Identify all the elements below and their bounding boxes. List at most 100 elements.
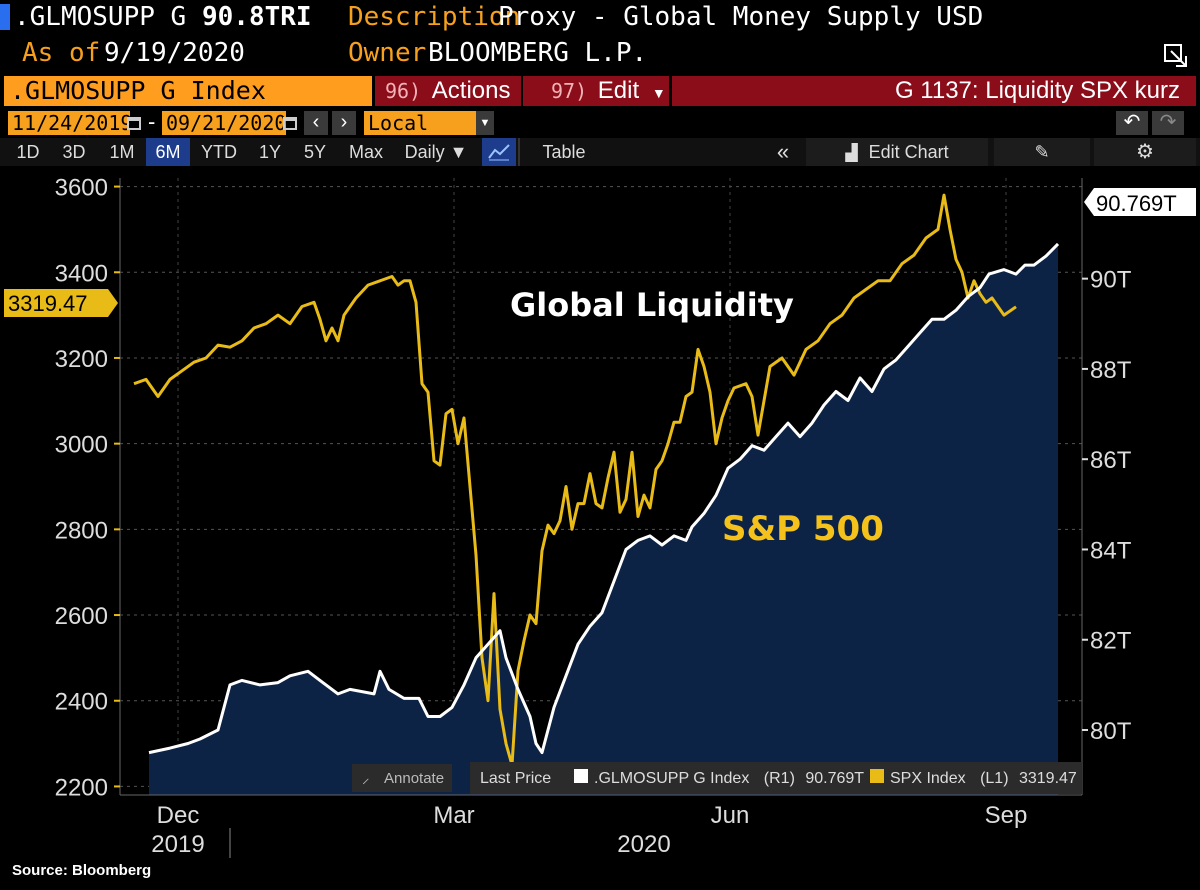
collapse-icon[interactable]: « [776, 139, 790, 164]
left-tick-label: 2600 [55, 603, 108, 630]
actions-shortcut: 96) [385, 79, 422, 103]
next-period-button[interactable]: › [332, 111, 356, 135]
ticker-marker [0, 4, 10, 30]
pencil-icon[interactable]: ✎ [994, 138, 1090, 166]
liquidity-annotation: Global Liquidity [510, 286, 794, 324]
currency-select[interactable]: Local CCY [364, 111, 480, 159]
source-note: Source: Bloomberg [12, 862, 152, 879]
x-tick-label: Dec [157, 802, 200, 829]
range-1y[interactable]: 1Y [258, 142, 282, 162]
left-tick-label: 3200 [55, 346, 108, 373]
x-year-label: 2020 [617, 831, 670, 858]
legend-spx-entry: SPX Index (L1) 3319.47 [890, 770, 1077, 787]
legend-liquidity-entry: .GLMOSUPP G Index (R1) 90.769T [594, 770, 864, 787]
range-bar: 1D 3D 1M 6M YTD 1Y 5Y Max Daily ▼ Table … [0, 138, 1200, 166]
series-lines [133, 193, 1060, 767]
range-max[interactable]: Max [348, 142, 383, 162]
period-select[interactable]: Daily ▼ [404, 142, 468, 162]
pencil-icon: ⸝ [362, 770, 370, 787]
legend-liquidity-side: (R1) [764, 770, 795, 787]
range-6m[interactable]: 6M [146, 138, 190, 166]
annotate-label: Annotate [384, 770, 444, 787]
start-date-input[interactable]: 11/24/2019 [8, 111, 132, 135]
right-tick-label: 86T [1090, 447, 1132, 474]
actions-label: Actions [431, 77, 511, 104]
legend-spx-last: 3319.47 [1019, 770, 1077, 787]
range-1d[interactable]: 1D [16, 142, 40, 162]
left-axis-ticks: 2200 2400 2600 2800 3000 3200 3400 3600 [55, 175, 120, 801]
asof-value: 9/19/2020 [104, 38, 245, 68]
chart-bars-icon: ▟ [845, 145, 858, 162]
redo-icon[interactable]: ↷ [1152, 111, 1184, 135]
legend-liquidity-swatch [574, 769, 588, 783]
actions-button[interactable]: 96) Actions ▼ [375, 76, 521, 131]
x-year-label: 2019 [151, 831, 204, 858]
left-tick-label: 2400 [55, 689, 108, 716]
resize-icon[interactable] [1162, 42, 1192, 70]
calendar-icon[interactable] [126, 113, 142, 133]
spx-last-value: 3319.47 [8, 291, 88, 316]
command-bar: .GLMOSUPP G Index 96) Actions ▼ 97) Edit… [0, 76, 1200, 131]
range-5y[interactable]: 5Y [303, 142, 327, 162]
spx-line [133, 193, 1017, 767]
edit-button[interactable]: 97) Edit ▼ [523, 76, 669, 106]
annotate-button[interactable]: ⸝ Annotate [352, 764, 452, 792]
left-tick-label: 2800 [55, 517, 108, 544]
axes [119, 178, 1083, 796]
chevron-down-icon: ▼ [651, 85, 666, 101]
legend-liquidity-last: 90.769T [805, 770, 864, 787]
right-axis-ticks: 80T 82T 84T 86T 88T 90T [1082, 267, 1132, 745]
legend-title: Last Price [480, 770, 551, 787]
edit-chart-button[interactable]: ▟ Edit Chart [806, 138, 988, 166]
ticker: .GLMOSUPP G [14, 2, 187, 32]
left-tick-label: 2200 [55, 774, 108, 801]
x-tick-label: Jun [711, 802, 750, 829]
range-3d[interactable]: 3D [62, 142, 86, 162]
liquidity-line [148, 242, 1060, 755]
spx-annotation: S&P 500 [722, 509, 884, 549]
table-button[interactable]: Table [542, 142, 586, 162]
liquidity-last-value: 90.769T [1096, 191, 1177, 216]
date-bar: 11/24/2019 - 09/21/2020 ‹ › Local CCY ▼ … [0, 109, 1200, 159]
asof-label: As of [22, 38, 101, 68]
left-tick-label: 3000 [55, 432, 108, 459]
chart-title: G 1137: Liquidity SPX kurz [672, 76, 1196, 106]
liquidity-area-layer [149, 243, 1058, 795]
right-tick-label: 90T [1090, 267, 1132, 294]
edit-shortcut: 97) [551, 79, 588, 103]
ticker-value: 90.8TRI [202, 2, 312, 32]
right-tick-label: 84T [1090, 537, 1132, 564]
calendar-icon[interactable] [282, 113, 298, 133]
owner-label: Owner [348, 38, 427, 68]
liquidity-area [149, 243, 1058, 795]
description-label: Description [348, 2, 521, 32]
x-tick-label: Mar [433, 802, 474, 829]
left-tick-label: 3400 [55, 260, 108, 287]
divider [518, 138, 520, 166]
range-1m[interactable]: 1M [109, 142, 135, 162]
description-value: Proxy - Global Money Supply USD [498, 2, 984, 32]
end-date-input[interactable]: 09/21/2020 [162, 111, 286, 135]
undo-icon[interactable]: ↶ [1116, 111, 1148, 135]
gear-icon[interactable]: ⚙ [1094, 138, 1196, 166]
legend: Last Price .GLMOSUPP G Index (R1) 90.769… [470, 762, 1082, 794]
range-ytd[interactable]: YTD [201, 142, 237, 162]
edit-label: Edit [597, 77, 640, 104]
line-chart-icon[interactable] [482, 138, 516, 166]
security-input[interactable]: .GLMOSUPP G Index [4, 76, 372, 106]
liquidity-last-label: 90.769T [1084, 188, 1196, 216]
legend-spx-side: (L1) [980, 770, 1008, 787]
x-tick-label: Sep [985, 802, 1028, 829]
legend-spx-swatch [870, 769, 884, 783]
owner-value: BLOOMBERG L.P. [428, 38, 648, 68]
left-tick-label: 3600 [55, 175, 108, 202]
legend-liquidity-name: .GLMOSUPP G Index [594, 770, 749, 787]
right-tick-label: 88T [1090, 357, 1132, 384]
spx-last-label: 3319.47 [4, 289, 118, 317]
prev-period-button[interactable]: ‹ [304, 111, 328, 135]
legend-spx-name: SPX Index [890, 770, 966, 787]
chevron-down-icon[interactable]: ▼ [476, 111, 494, 135]
date-dash: - [148, 109, 156, 134]
